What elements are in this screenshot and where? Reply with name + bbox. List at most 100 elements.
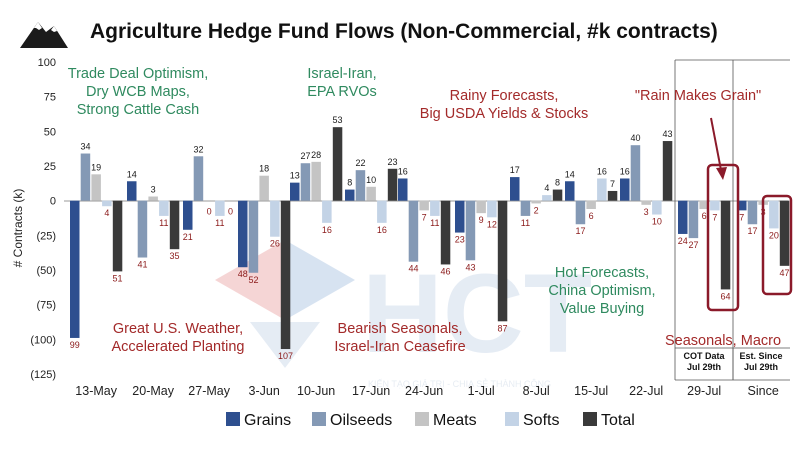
bar-grains [510,177,520,201]
y-tick-label: 100 [38,57,56,69]
data-label: 40 [630,133,640,143]
data-label: 46 [441,266,451,276]
legend-swatch-grains [226,412,240,426]
bar-oilseeds [300,163,311,201]
bar-total [720,200,731,290]
bar-meats [699,200,709,209]
data-label: 3 [151,185,156,195]
data-label: 19 [91,162,101,172]
data-label: 28 [311,150,321,160]
data-label: 11 [430,218,439,228]
data-label: 10 [652,217,662,227]
x-tick-label: 22-Jul [629,384,663,398]
data-label: 23 [388,157,398,167]
bar-grains [345,189,355,201]
data-label: 51 [113,273,123,283]
data-label: 10 [366,175,376,185]
data-label: 27 [688,240,698,250]
data-label: 0 [207,207,212,217]
annotation-text: Israel-Iran Ceasefire [334,339,465,355]
data-label: 17 [575,226,585,236]
y-tick-label: (100) [30,334,56,346]
data-label: 7 [739,212,744,222]
mountain-logo-icon [20,22,68,48]
data-label: 16 [322,225,332,235]
data-label: 11 [521,218,530,228]
bar-meats [366,186,376,201]
arrow-line [710,117,722,171]
data-label: 53 [333,115,343,125]
bar-grains [183,200,193,230]
data-label: 44 [408,264,418,274]
x-tick-label: 1-Jul [468,384,495,398]
data-label: 16 [398,166,408,176]
highlight-box-total-jul29 [706,163,740,312]
bar-softs [710,200,720,211]
data-label: 107 [278,351,293,361]
bar-total [779,200,790,266]
data-label: 11 [215,218,224,228]
legend-swatch-softs [505,412,519,426]
bar-grains [238,200,248,268]
x-tick-label: 27-May [188,384,230,398]
bar-meats [476,200,486,214]
x-tick-label: 3-Jun [249,384,280,398]
data-label: 4 [104,208,109,218]
x-tick-label: 17-Jun [352,384,390,398]
bar-oilseeds [747,200,758,225]
bar-total [169,200,180,250]
bar-oilseeds [193,156,204,201]
sub-label: COT Data [683,351,725,361]
bar-softs [159,200,169,216]
sub-label: Jul 29th [687,362,721,372]
bar-meats [148,196,158,201]
data-label: 8 [347,178,352,188]
highlight-region [674,59,793,381]
data-label: 52 [248,275,258,285]
x-tick-label: 13-May [75,384,117,398]
data-label: 20 [769,230,779,240]
bar-grains [565,181,575,201]
y-tick-label: 50 [44,126,56,138]
y-tick-label: 75 [44,92,56,104]
data-label: 41 [137,260,147,270]
bar-oilseeds [355,170,366,201]
bar-total [280,200,291,350]
data-label: 34 [80,142,90,152]
x-tick-label: 24-Jun [405,384,443,398]
data-label: 9 [479,215,484,225]
data-label: 18 [259,164,269,174]
data-label: 87 [498,323,508,333]
annotation-text: Trade Deal Optimism, [68,66,208,82]
legend-swatch-total [583,412,597,426]
data-label: 2 [534,205,539,215]
y-tick-label: 0 [50,196,56,208]
bar-meats [91,174,101,201]
annotation-text: Accelerated Planting [112,339,245,355]
data-label: 21 [183,232,193,242]
legend-label-meats: Meats [433,412,477,429]
bar-grains [398,178,408,201]
bar-oilseeds [575,200,586,225]
data-label: 17 [747,226,757,236]
data-label: 99 [70,340,80,350]
bar-meats [311,161,321,201]
bar-softs [769,200,779,229]
x-axis: 13-May 20-May 27-May 3-Jun 10-Jun 17-Jun 24-Ju… [75,384,779,398]
bar-total [387,168,398,201]
bar-softs [430,200,440,216]
bar-total [552,189,563,201]
data-label: 16 [377,225,387,235]
watermark-triangle-red [215,240,285,320]
bar-softs [652,200,662,215]
annotation-text: Dry WCB Maps, [86,84,190,100]
data-label: 3 [644,207,649,217]
legend-swatch-meats [415,412,429,426]
legend-swatch-oilseeds [312,412,326,426]
legend-label-softs: Softs [523,412,559,429]
chart-title: Agriculture Hedge Fund Flows (Non-Commer… [90,20,718,43]
data-label: 7 [422,212,427,222]
x-tick-label: 29-Jul [687,384,721,398]
